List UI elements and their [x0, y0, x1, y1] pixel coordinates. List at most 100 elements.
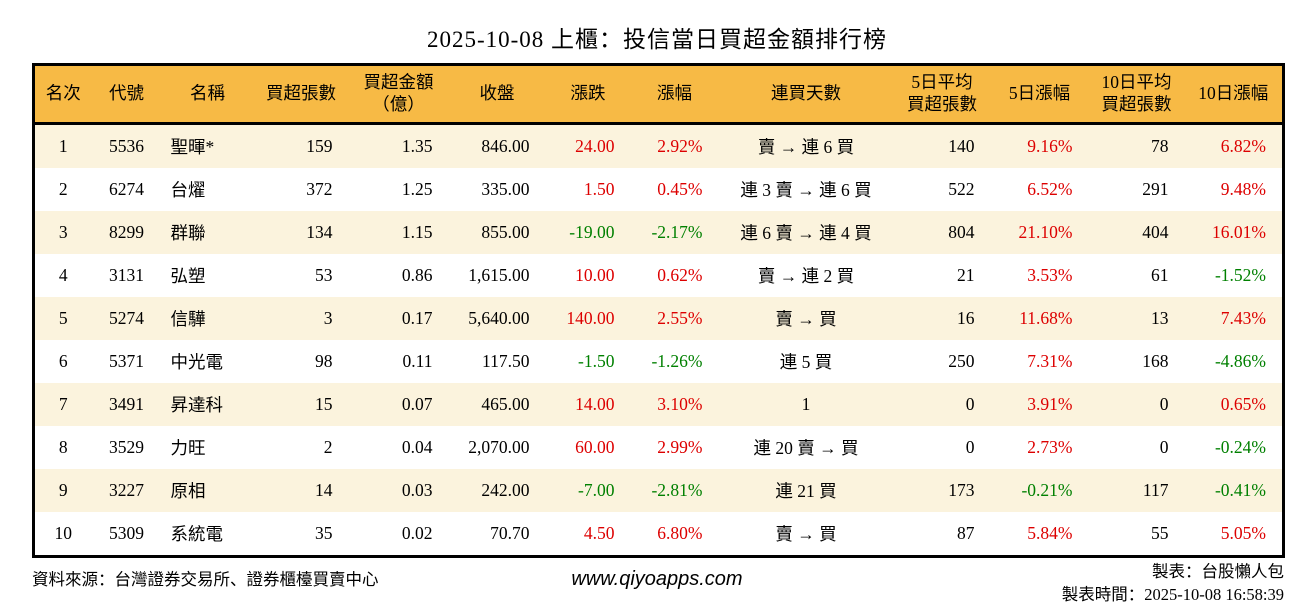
- cell-net-buy-shares: 35: [315, 523, 333, 543]
- cell-change-pct: 3.10%: [657, 394, 703, 414]
- cell-avg10-net-buy-shares: 13: [1151, 308, 1169, 328]
- cell-net-buy-shares: 3: [323, 308, 333, 328]
- cell-net-buy-shares: 2: [323, 437, 333, 457]
- col-header-stock-code: 代號: [91, 64, 162, 125]
- table-row: 5 5274 信驊 3 0.17 5,640.00 140.00 2.55% 賣 → 買 16 11…: [33, 297, 1284, 340]
- cell-pct10-change: 7.43%: [1220, 308, 1266, 328]
- cell-buy-streak: 連 20 賣 → 買: [753, 438, 859, 458]
- cell-net-buy-amount: 0.17: [401, 308, 433, 328]
- cell-avg10-net-buy-shares: 404: [1142, 222, 1169, 242]
- cell-stock-name: 聖暉*: [170, 137, 215, 157]
- col-header-net-buy-shares: 買超張數: [253, 64, 349, 125]
- cell-pct5-change: 3.91%: [1027, 394, 1073, 414]
- cell-pct10-change: -1.52%: [1214, 265, 1266, 285]
- cell-rank: 5: [58, 308, 68, 328]
- cell-net-buy-amount: 0.07: [401, 394, 433, 414]
- cell-change-pct: 6.80%: [657, 523, 703, 543]
- cell-change-pct: 2.55%: [657, 308, 703, 328]
- table-row: 2 6274 台燿 372 1.25 335.00 1.50 0.45% 連 3 賣 → 連 6…: [33, 168, 1284, 211]
- cell-avg5-net-buy-shares: 87: [957, 523, 975, 543]
- cell-stock-name: 信驊: [170, 309, 206, 329]
- cell-stock-name: 原相: [170, 481, 206, 501]
- cell-avg5-net-buy-shares: 140: [948, 136, 975, 156]
- table-row: 8 3529 力旺 2 0.04 2,070.00 60.00 2.99% 連 20 賣 → 買…: [33, 426, 1284, 469]
- cell-net-buy-shares: 134: [306, 222, 333, 242]
- cell-buy-streak: 連 21 買: [775, 481, 837, 501]
- cell-stock-code: 8299: [109, 222, 144, 242]
- cell-net-buy-shares: 14: [315, 480, 333, 500]
- cell-price-change: 140.00: [566, 308, 615, 328]
- cell-buy-streak: 賣 → 連 2 買: [757, 266, 855, 286]
- cell-change-pct: 0.45%: [657, 179, 703, 199]
- cell-avg5-net-buy-shares: 0: [965, 394, 975, 414]
- cell-pct5-change: 21.10%: [1018, 222, 1073, 242]
- cell-change-pct: -1.26%: [651, 351, 703, 371]
- cell-stock-code: 3529: [109, 437, 144, 457]
- cell-stock-code: 5309: [109, 523, 144, 543]
- cell-close-price: 465.00: [481, 394, 530, 414]
- report-maker-block: 製表：台股懶人包 製表時間：2025-10-08 16:58:39: [1062, 560, 1284, 606]
- cell-avg5-net-buy-shares: 0: [965, 437, 975, 457]
- table-row: 7 3491 昇達科 15 0.07 465.00 14.00 3.10% 1 0 3.91% 0 0.…: [33, 383, 1284, 426]
- cell-close-price: 70.70: [490, 523, 530, 543]
- cell-stock-code: 3131: [109, 265, 144, 285]
- cell-rank: 9: [58, 480, 68, 500]
- cell-net-buy-amount: 0.03: [401, 480, 433, 500]
- cell-net-buy-shares: 372: [306, 179, 333, 199]
- col-header-change-pct: 漲幅: [630, 64, 719, 125]
- cell-buy-streak: 1: [801, 394, 811, 414]
- cell-price-change: 14.00: [575, 394, 615, 414]
- cell-net-buy-shares: 15: [315, 394, 333, 414]
- col-header-stock-name: 名稱: [161, 64, 254, 125]
- cell-net-buy-amount: 1.35: [401, 136, 433, 156]
- col-header-avg10-net-buy-shares: 10日平均 買超張數: [1088, 64, 1185, 125]
- cell-rank: 8: [58, 437, 68, 457]
- cell-price-change: 1.50: [583, 179, 615, 199]
- cell-avg10-net-buy-shares: 78: [1151, 136, 1169, 156]
- table-header-row: 名次 代號 名稱 買超張數 買超金額 （億） 收盤 漲跌 漲幅 連買天數 5日平均 買超張數 5日漲…: [33, 64, 1284, 125]
- cell-stock-code: 3491: [109, 394, 144, 414]
- cell-pct10-change: 6.82%: [1220, 136, 1266, 156]
- ranking-table: 名次 代號 名稱 買超張數 買超金額 （億） 收盤 漲跌 漲幅 連買天數 5日平均 買超張數 5日漲…: [32, 63, 1285, 558]
- data-source-label: 資料來源：台灣證券交易所、證券櫃檯買賣中心: [32, 570, 379, 589]
- cell-pct5-change: 2.73%: [1027, 437, 1073, 457]
- cell-avg10-net-buy-shares: 0: [1159, 437, 1169, 457]
- cell-pct10-change: 5.05%: [1220, 523, 1266, 543]
- cell-net-buy-shares: 53: [315, 265, 333, 285]
- cell-close-price: 855.00: [481, 222, 530, 242]
- cell-pct10-change: 9.48%: [1220, 179, 1266, 199]
- cell-close-price: 117.50: [482, 351, 530, 371]
- table-row: 9 3227 原相 14 0.03 242.00 -7.00 -2.81% 連 21 買 173 -…: [33, 469, 1284, 512]
- cell-pct10-change: -0.24%: [1214, 437, 1266, 457]
- cell-close-price: 242.00: [481, 480, 530, 500]
- cell-avg10-net-buy-shares: 168: [1142, 351, 1169, 371]
- cell-pct5-change: 6.52%: [1027, 179, 1073, 199]
- cell-stock-code: 5274: [109, 308, 144, 328]
- col-header-pct5-change: 5日漲幅: [990, 64, 1089, 125]
- cell-stock-name: 力旺: [170, 438, 206, 458]
- cell-buy-streak: 連 6 賣 → 連 4 買: [740, 223, 872, 243]
- cell-buy-streak: 賣 → 連 6 買: [757, 137, 855, 157]
- col-header-price-change: 漲跌: [545, 64, 631, 125]
- cell-buy-streak: 賣 → 買: [775, 309, 837, 329]
- cell-avg10-net-buy-shares: 0: [1159, 394, 1169, 414]
- table-row: 10 5309 系統電 35 0.02 70.70 4.50 6.80% 賣 → 買 87 5.84…: [33, 512, 1284, 557]
- cell-stock-name: 昇達科: [170, 395, 224, 415]
- cell-pct5-change: 9.16%: [1027, 136, 1073, 156]
- cell-pct10-change: -4.86%: [1214, 351, 1266, 371]
- table-row: 3 8299 群聯 134 1.15 855.00 -19.00 -2.17% 連 6 賣 → …: [33, 211, 1284, 254]
- cell-avg5-net-buy-shares: 173: [948, 480, 975, 500]
- cell-change-pct: -2.81%: [651, 480, 703, 500]
- cell-avg5-net-buy-shares: 522: [948, 179, 975, 199]
- cell-stock-code: 3227: [109, 480, 144, 500]
- cell-avg10-net-buy-shares: 55: [1151, 523, 1169, 543]
- cell-pct10-change: 16.01%: [1212, 222, 1266, 242]
- cell-net-buy-amount: 1.15: [401, 222, 433, 242]
- cell-pct5-change: 5.84%: [1027, 523, 1073, 543]
- table-row: 4 3131 弘塑 53 0.86 1,615.00 10.00 0.62% 賣 → 連 2 買…: [33, 254, 1284, 297]
- cell-price-change: -19.00: [569, 222, 615, 242]
- cell-stock-code: 5371: [109, 351, 144, 371]
- cell-rank: 6: [58, 351, 68, 371]
- cell-price-change: 4.50: [583, 523, 615, 543]
- cell-pct5-change: 7.31%: [1027, 351, 1073, 371]
